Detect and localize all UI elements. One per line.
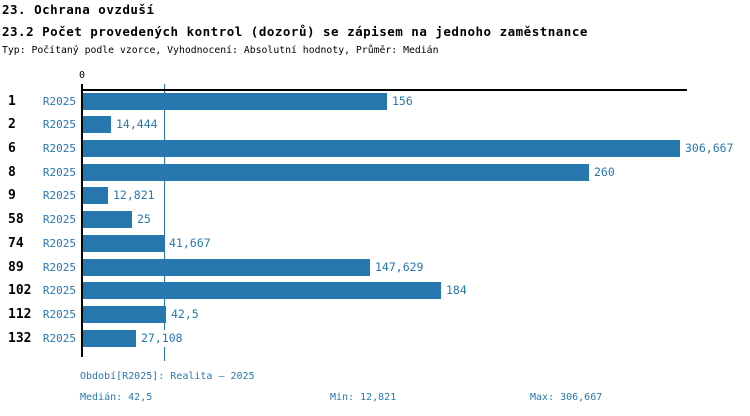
value-label: 41,667: [167, 234, 213, 252]
bar: [83, 92, 387, 110]
series-label: R2025: [42, 141, 76, 155]
category-label: 1: [8, 93, 16, 109]
chart-row: 1 R2025 156: [0, 92, 750, 110]
bar: [83, 163, 589, 181]
footer-max: Max: 306,667: [530, 392, 603, 403]
bar: [83, 282, 441, 300]
value-label: 306,667: [683, 139, 736, 157]
median-line: [164, 84, 165, 361]
category-label: 6: [8, 140, 16, 156]
chart-row: 6 R2025 306,667: [0, 139, 750, 157]
value-label: 27,108: [139, 329, 185, 347]
value-label: 184: [444, 282, 469, 300]
series-label: R2025: [42, 213, 76, 227]
indicator-title: 23.2 Počet provedených kontrol (dozorů) …: [2, 24, 588, 39]
bar: [83, 139, 680, 157]
chart-row: 102 R2025 184: [0, 282, 750, 300]
chart-row: 9 R2025 12,821: [0, 187, 750, 205]
series-label: R2025: [42, 189, 76, 203]
chart-row: 2 R2025 14,444: [0, 116, 750, 134]
series-label: R2025: [42, 331, 76, 345]
footer-median: Medián: 42,5: [80, 392, 153, 403]
indicator-meta-line: Typ: Počítaný podle vzorce, Vyhodnocení:…: [2, 45, 439, 56]
value-label: 42,5: [169, 305, 201, 323]
series-label: R2025: [42, 94, 76, 108]
category-label: 132: [8, 330, 32, 346]
category-label: 112: [8, 306, 32, 322]
x-axis-zero-label: 0: [78, 70, 86, 81]
value-label: 14,444: [114, 116, 160, 134]
chart-row: 112 R2025 42,5: [0, 305, 750, 323]
category-label: 2: [8, 117, 16, 133]
series-label: R2025: [42, 165, 76, 179]
bar: [83, 116, 111, 134]
value-label: 147,629: [373, 258, 426, 276]
chart-row: 132 R2025 27,108: [0, 329, 750, 347]
category-label: 8: [8, 164, 16, 180]
series-label: R2025: [42, 260, 76, 274]
series-label: R2025: [42, 236, 76, 250]
chart-row: 89 R2025 147,629: [0, 258, 750, 276]
category-label: 58: [8, 212, 24, 228]
bar: [83, 234, 164, 252]
x-axis-line: [81, 89, 687, 91]
series-label: R2025: [42, 284, 76, 298]
bar: [83, 305, 166, 323]
bar: [83, 187, 108, 205]
value-label: 156: [390, 92, 415, 110]
chart-row: 8 R2025 260: [0, 163, 750, 181]
legend-period: Období[R2025]: Realita – 2025: [80, 371, 255, 382]
category-label: 74: [8, 235, 24, 251]
chart-row: 58 R2025 25: [0, 211, 750, 229]
value-label: 25: [135, 211, 153, 229]
y-axis-line: [81, 84, 83, 357]
chart-row: 74 R2025 41,667: [0, 234, 750, 252]
bar: [83, 211, 132, 229]
series-label: R2025: [42, 307, 76, 321]
value-label: 260: [592, 163, 617, 181]
category-label: 102: [8, 283, 32, 299]
footer-min: Min: 12,821: [330, 392, 397, 403]
bar: [83, 258, 370, 276]
series-label: R2025: [42, 118, 76, 132]
report-section-title: 23. Ochrana ovzduší: [2, 2, 155, 17]
bar: [83, 329, 136, 347]
category-label: 89: [8, 259, 24, 275]
value-label: 12,821: [111, 187, 157, 205]
category-label: 9: [8, 188, 16, 204]
